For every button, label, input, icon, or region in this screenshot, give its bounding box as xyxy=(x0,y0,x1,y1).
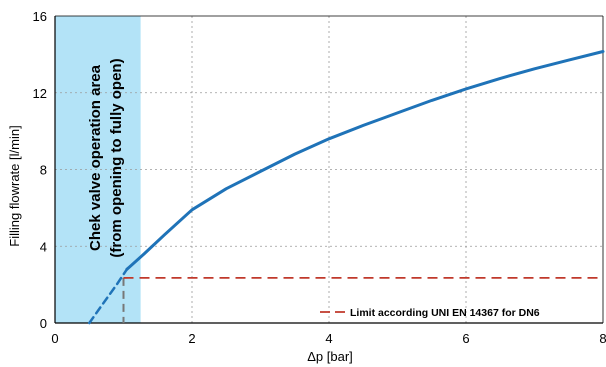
tick-labels: 0 2 4 6 8 0 4 8 12 16 xyxy=(33,9,606,346)
x-tick-label-4: 4 xyxy=(325,331,332,346)
region-label-line1: Chek valve operation area xyxy=(87,64,104,251)
flow-series-dashed xyxy=(88,268,129,325)
y-tick-label-16: 16 xyxy=(33,9,47,24)
legend: Limit according UNI EN 14367 for DN6 xyxy=(320,307,540,319)
grid-lines xyxy=(55,16,603,323)
series-lines xyxy=(88,50,605,325)
y-tick-label-4: 4 xyxy=(40,239,47,254)
y-tick-label-12: 12 xyxy=(33,86,47,101)
y-tick-label-0: 0 xyxy=(40,316,47,331)
legend-limit-label: Limit according UNI EN 14367 for DN6 xyxy=(350,307,540,319)
flow-series-solid xyxy=(125,50,605,271)
y-tick-label-8: 8 xyxy=(40,163,47,178)
x-tick-label-6: 6 xyxy=(462,331,469,346)
x-tick-label-8: 8 xyxy=(599,331,606,346)
axes xyxy=(54,15,604,324)
x-axis-label: Δp [bar] xyxy=(307,349,353,364)
x-tick-label-0: 0 xyxy=(51,331,58,346)
x-tick-label-2: 2 xyxy=(188,331,195,346)
region-label-line2: (from opening to fully open) xyxy=(108,58,125,257)
y-axis-label: Filling flowrate [l/min] xyxy=(7,125,22,246)
